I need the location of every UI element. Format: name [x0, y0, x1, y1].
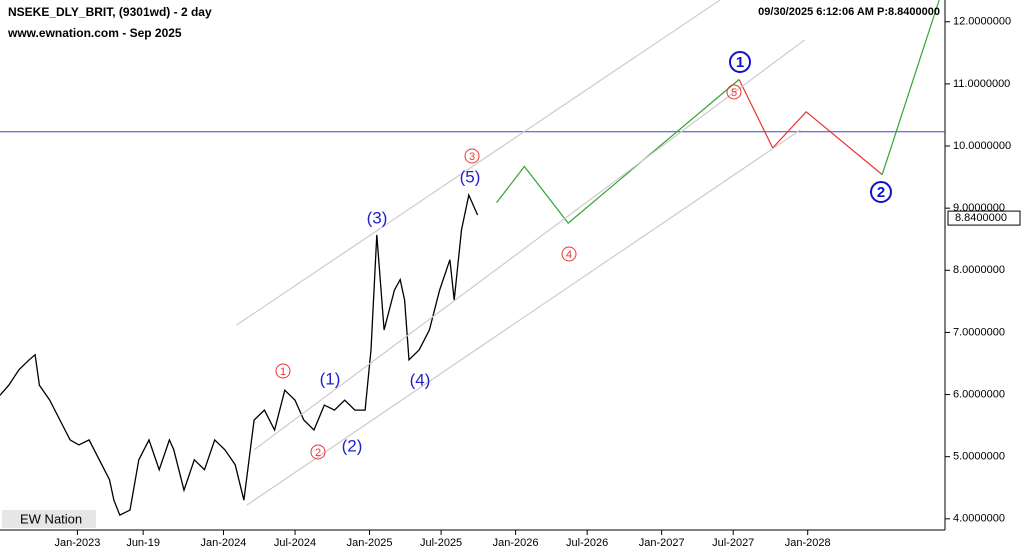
series-line: [246, 129, 801, 506]
x-tick-label: Jul-2026: [566, 537, 608, 549]
plot-area: [0, 0, 945, 516]
minor-wave-circle: [726, 84, 742, 100]
last-price-label: 8.8400000: [955, 212, 1007, 224]
minor-wave-circle: [310, 444, 326, 460]
series-line: [496, 79, 740, 224]
x-tick-label: Jan-2027: [639, 537, 685, 549]
series-line: [738, 79, 883, 176]
last-price-box: [947, 210, 1021, 226]
minor-wave-circle: [464, 148, 480, 164]
minor-wave-label: 2: [315, 447, 321, 459]
x-tick-label: Jan-2025: [347, 537, 393, 549]
x-tick-label: Jun-19: [126, 537, 160, 549]
x-tick-label: Jul-2024: [274, 537, 316, 549]
series-line: [236, 0, 721, 326]
series-line: [253, 39, 806, 451]
timestamp: 09/30/2025 6:12:06 AM P:8.8400000: [758, 6, 940, 18]
wave-label: (3): [367, 208, 388, 227]
wave-label: (4): [410, 370, 431, 389]
chart-title: NSEKE_DLY_BRIT, (9301wd) - 2 day: [8, 5, 212, 19]
minor-wave-label: 3: [469, 151, 475, 163]
minor-wave-label: 5: [731, 87, 737, 99]
x-tick-label: Jan-2024: [201, 537, 247, 549]
x-tick-label: Jul-2027: [712, 537, 754, 549]
minor-wave-circle: [561, 246, 577, 262]
x-tick-label: Jan-2028: [785, 537, 831, 549]
x-tick-label: Jan-2026: [493, 537, 539, 549]
major-wave-label: 1: [736, 54, 744, 71]
y-tick-label: 6.0000000: [953, 388, 1005, 400]
minor-wave-label: 4: [566, 249, 572, 261]
y-tick-label: 12.0000000: [953, 16, 1011, 28]
major-wave-label: 2: [877, 184, 885, 201]
y-tick-label: 11.0000000: [953, 78, 1010, 90]
chart-subtitle: www.ewnation.com - Sep 2025: [7, 26, 182, 40]
y-tick-label: 8.0000000: [953, 264, 1005, 276]
wave-label: (1): [320, 369, 341, 388]
major-wave-circle: [729, 51, 751, 73]
minor-wave-circle: [275, 363, 291, 379]
wave-label: (5): [460, 167, 481, 186]
logo: EW Nation: [20, 511, 82, 526]
y-tick-label: 10.0000000: [953, 140, 1011, 152]
y-tick-label: 7.0000000: [953, 326, 1005, 338]
logo-box: [2, 510, 96, 528]
series-line: [0, 192, 479, 516]
major-wave-circle: [870, 181, 892, 203]
wave-label: (2): [342, 436, 363, 455]
x-tick-label: Jan-2023: [54, 537, 100, 549]
x-tick-label: Jul-2025: [420, 537, 462, 549]
y-tick-label: 5.0000000: [953, 451, 1005, 463]
y-tick-label: 4.0000000: [953, 513, 1005, 525]
series-line: [881, 0, 940, 175]
minor-wave-label: 1: [280, 366, 286, 378]
